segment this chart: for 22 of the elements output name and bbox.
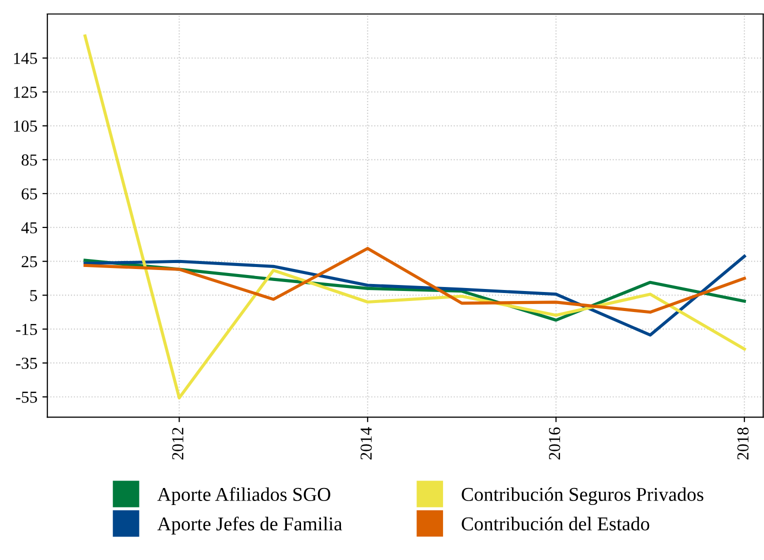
- x-tick-label: 2014: [360, 427, 372, 460]
- x-tick-label: 2018: [737, 428, 749, 460]
- legend-label: Aporte Afiliados SGO: [157, 487, 330, 505]
- line-series: [84, 254, 746, 337]
- y-tick-label: 85: [22, 154, 37, 166]
- y-tick-label: -55: [16, 392, 37, 403]
- y-tick-label: 25: [22, 256, 37, 268]
- y-tick-label: -35: [16, 358, 37, 369]
- line-series: [84, 246, 746, 314]
- legend-label: Contribución del Estado: [462, 516, 650, 530]
- y-tick-label: 5: [30, 290, 37, 302]
- x-tick-label: 2012: [172, 428, 184, 460]
- legend-label: Aporte Jefes de Familia: [157, 516, 342, 534]
- line-series: [84, 34, 746, 400]
- x-tick-label: 2016: [548, 427, 560, 460]
- y-tick-label: 145: [14, 52, 37, 64]
- y-tick-label: 45: [21, 222, 37, 234]
- y-tick-label: 65: [22, 188, 37, 200]
- y-tick-label: 105: [14, 120, 37, 132]
- y-tick-label: -15: [16, 324, 37, 336]
- y-tick-label: 125: [14, 86, 37, 98]
- legend-label: Contribución Seguros Privados: [462, 487, 704, 505]
